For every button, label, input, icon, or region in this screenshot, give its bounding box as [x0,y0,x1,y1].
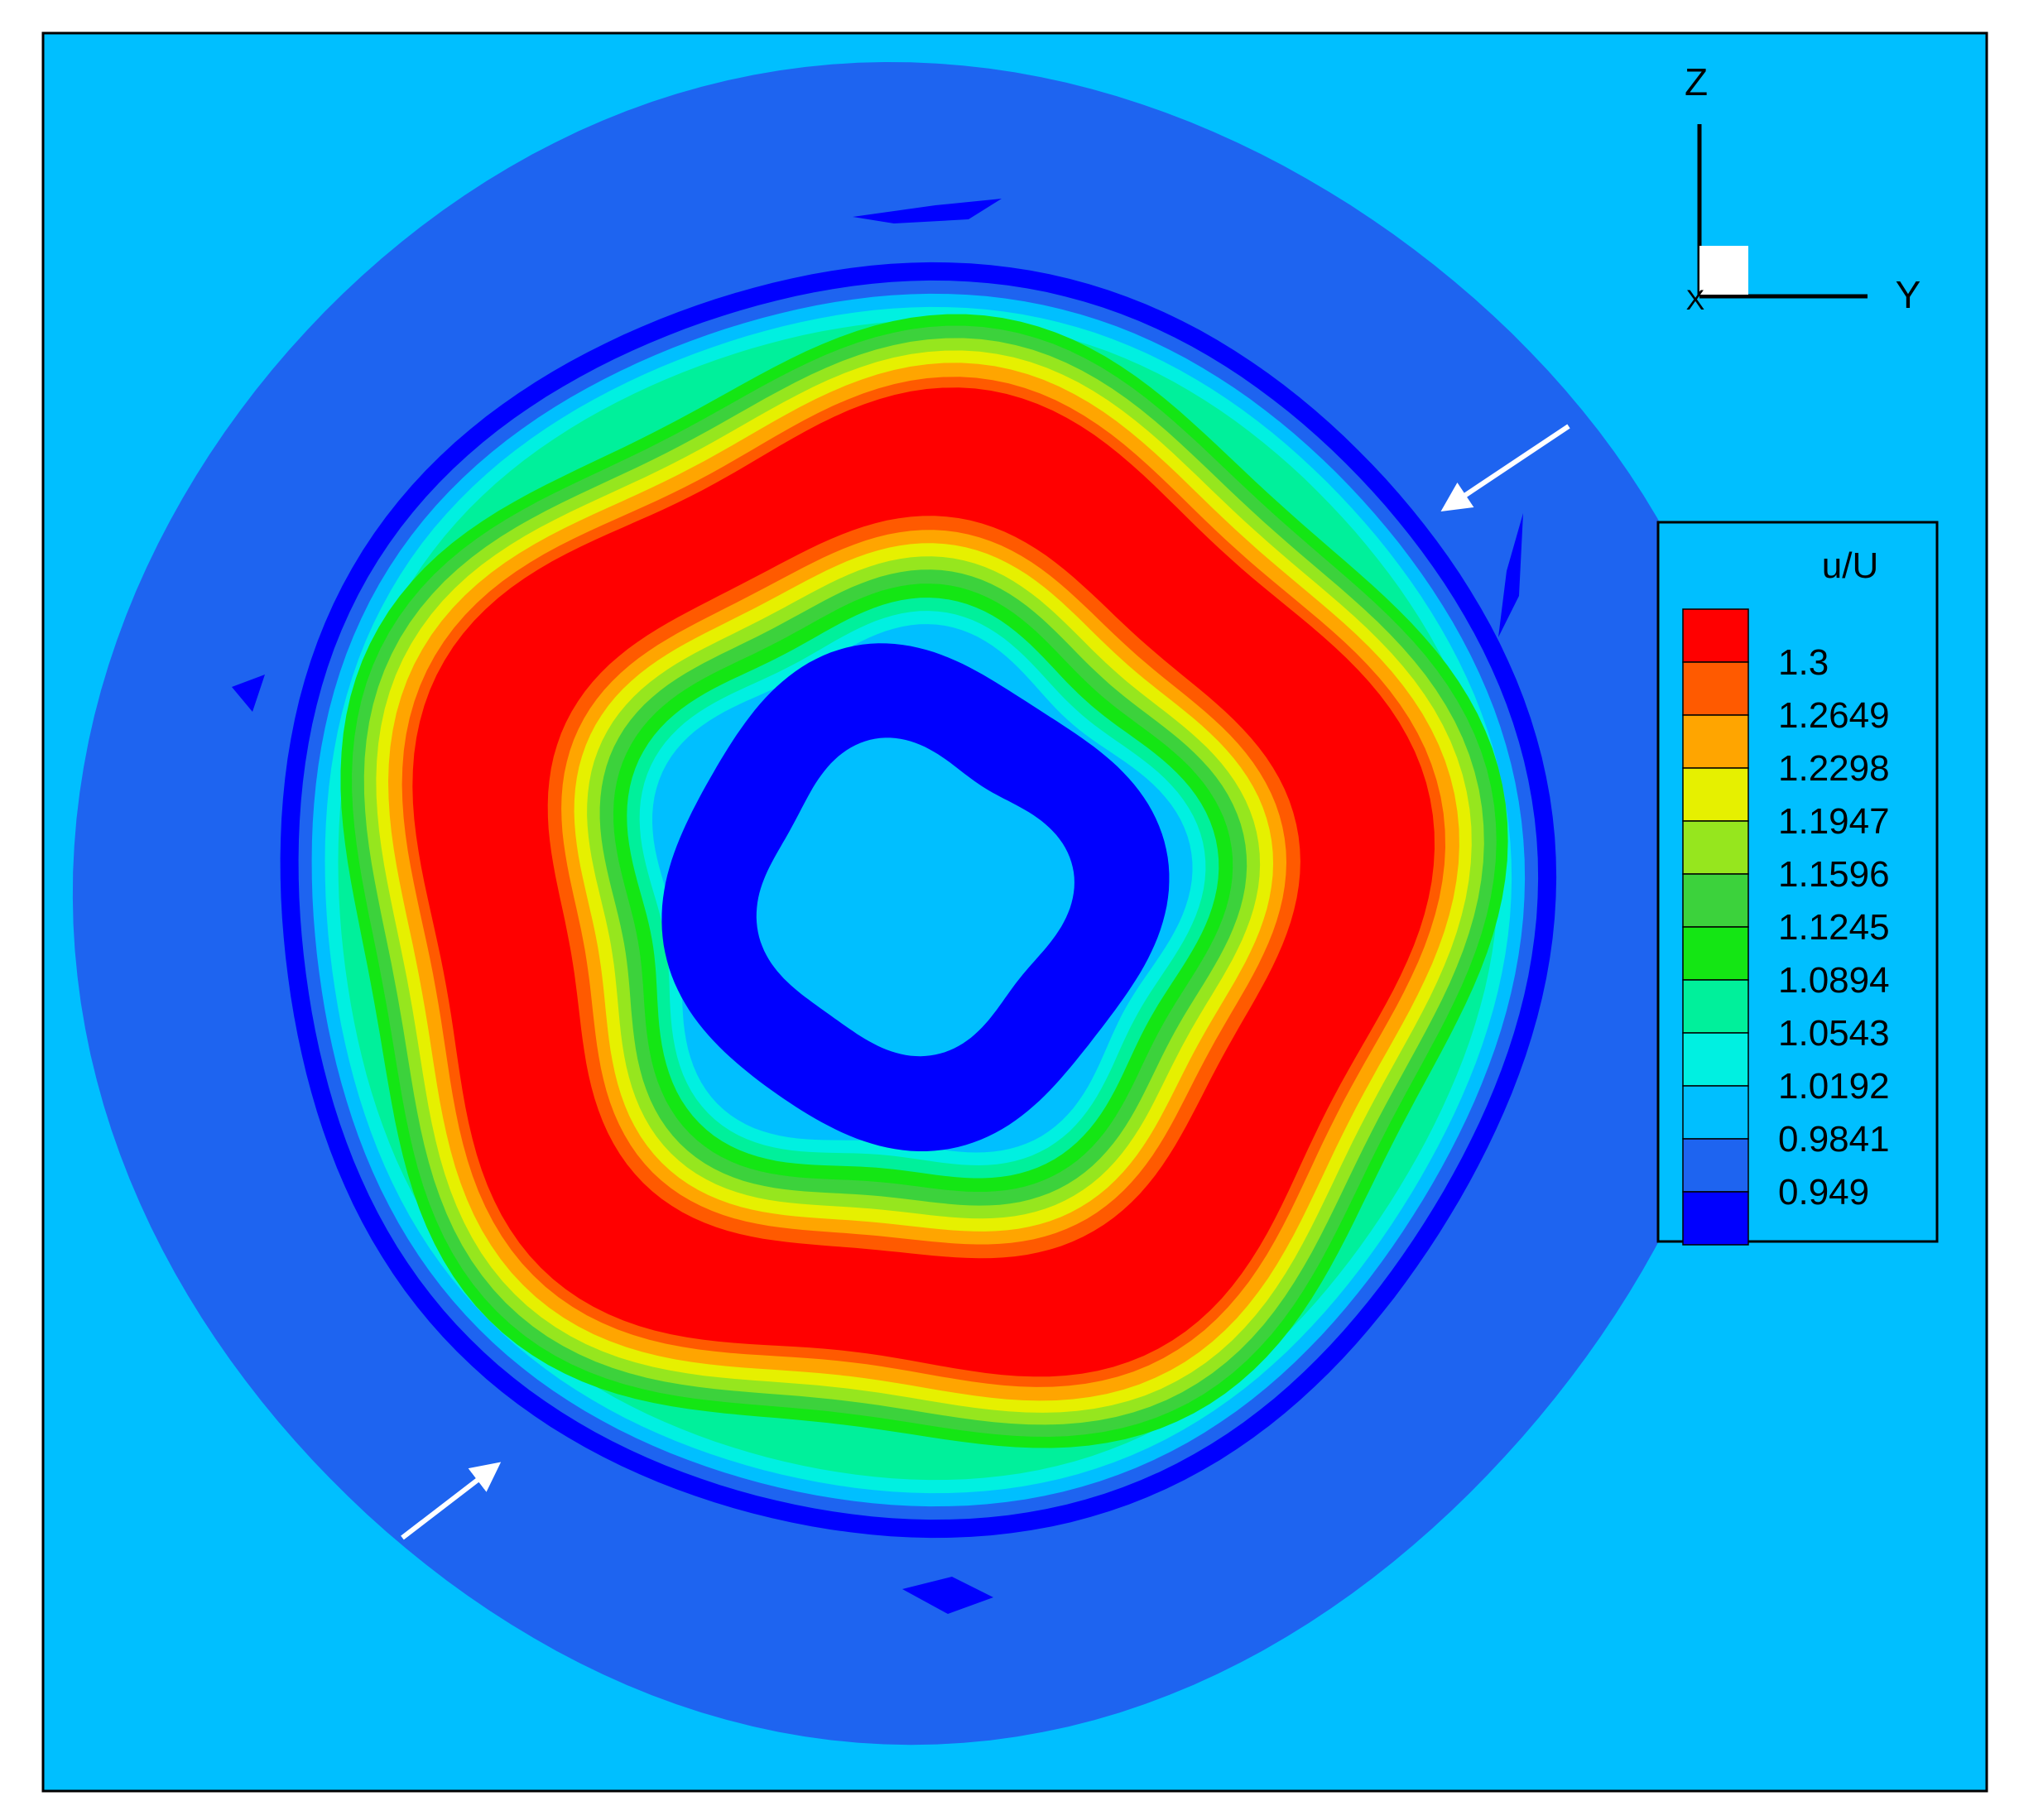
arrow-upper-right [1440,424,1570,511]
legend-swatch [1682,1191,1749,1246]
legend-swatch [1682,767,1749,822]
contour-field [72,62,1757,1746]
triad-x-label: X [1686,285,1705,316]
contour-layers [72,62,1757,1746]
triad-x-marker [1699,246,1748,295]
legend-swatch [1682,714,1749,769]
blue-patch-right [1498,513,1523,637]
legend-tick-label: 0.949 [1778,1172,1869,1213]
blue-patch-left [232,675,265,712]
legend-swatch [1682,1138,1749,1193]
legend-swatch [1682,873,1749,928]
legend-tick-label: 1.1947 [1778,801,1890,842]
legend-labels: 1.3 1.2649 1.2298 1.1947 1.1596 1.1245 1.0894 1… [1778,642,1890,1213]
legend-tick-label: 1.3 [1778,642,1829,683]
legend-tick-label: 1.1245 [1778,907,1890,948]
axes-triad: Z Y X [1685,60,1920,316]
legend-tick-label: 0.9841 [1778,1119,1890,1160]
legend-tick-label: 1.0543 [1778,1013,1890,1054]
legend-swatch [1682,661,1749,716]
arrow-lower-left [401,1462,502,1540]
triad-y-label: Y [1896,273,1921,316]
legend-tick-label: 1.0894 [1778,960,1890,1001]
legend-swatch [1682,979,1749,1034]
annotation-arrows [401,424,1570,1540]
legend-swatches [1682,608,1749,1246]
legend-swatch [1682,820,1749,875]
triad-z-label: Z [1685,60,1708,103]
legend-tick-label: 1.0192 [1778,1066,1890,1107]
legend-swatch [1682,608,1749,663]
legend-tick-label: 1.2649 [1778,695,1890,736]
legend-swatch [1682,1085,1749,1140]
legend-title: u/U [1822,545,1878,586]
blue-patch-top [853,199,1002,223]
blue-patch-bottom [902,1577,993,1614]
legend-swatch [1682,926,1749,981]
low-speed-patches [232,199,1523,1614]
legend-tick-label: 1.2298 [1778,748,1890,789]
contour-core-region [756,737,1074,1057]
colorbar-legend: u/U 1.3 1.2649 1.2298 1.1947 1.1596 1.1245 1.0… [1656,521,1939,1246]
legend-tick-label: 1.1596 [1778,854,1890,895]
legend-swatch [1682,1032,1749,1087]
